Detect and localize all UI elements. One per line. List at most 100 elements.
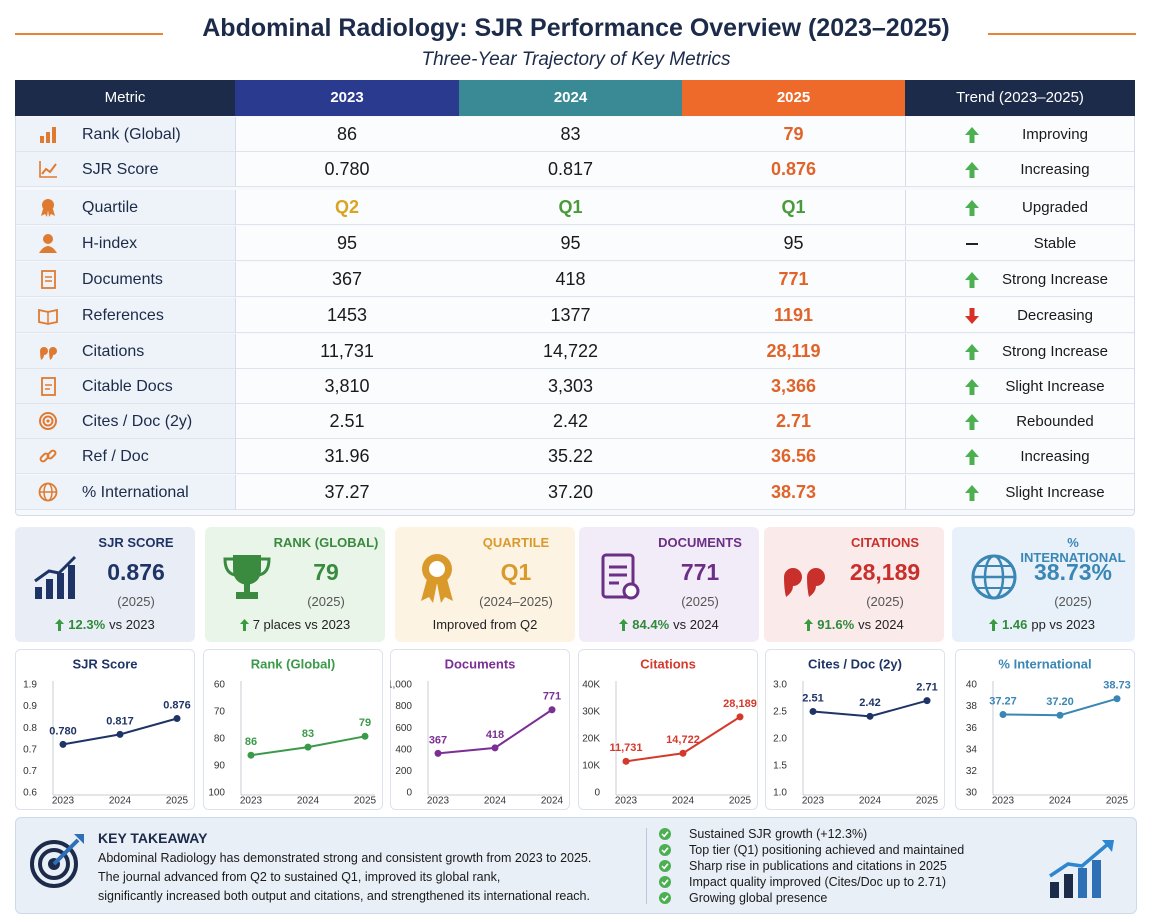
row-bg	[235, 262, 1134, 297]
table-cell: 1191	[773, 305, 814, 325]
y-tick-label: 40	[966, 680, 978, 691]
kpi-change: 91.6% vs 2024	[764, 617, 944, 635]
kpi-change: Improved from Q2	[395, 617, 575, 635]
x-tick-label: 2023	[615, 796, 638, 807]
chart-frame	[955, 649, 1135, 810]
y-tick-label: 3.0	[773, 680, 787, 691]
row-bg	[235, 404, 1134, 439]
icon-shape	[784, 568, 802, 597]
icon	[39, 412, 57, 430]
table-cell: 79	[783, 124, 804, 144]
kpi-change-value: 1.46	[1002, 617, 1028, 632]
icon-shape	[52, 838, 80, 866]
table-cell: 31.96	[324, 446, 370, 466]
y-tick-label: 20K	[582, 734, 600, 745]
takeaway-bullet: Top tier (Q1) positioning achieved and m…	[689, 843, 965, 857]
x-tick-label: 2024	[484, 796, 507, 807]
kpi-arrow-shape	[619, 619, 629, 631]
data-point	[999, 710, 1007, 718]
icon-shape	[807, 568, 825, 597]
table-cell: 38.73	[770, 482, 817, 502]
kpi-arrow	[239, 619, 249, 634]
table-header: 2023	[235, 80, 459, 116]
icon-shape	[43, 234, 53, 244]
kpi-label: CITATIONS	[850, 535, 920, 550]
kpi-label: DOCUMENTS	[658, 535, 742, 550]
check-icon	[659, 860, 671, 872]
trend-label: Stable	[1033, 235, 1077, 252]
table-cell: 1453	[326, 305, 368, 325]
data-point	[622, 757, 630, 765]
mini-chart: Documents 0 200 400 600 800 1,000 2023 2024 2024 3…	[390, 649, 570, 810]
row-bg	[235, 369, 1134, 404]
y-tick-label: 600	[395, 723, 412, 734]
icon-shape	[68, 565, 75, 599]
trend-icon	[965, 449, 979, 465]
kpi-arrow	[804, 619, 814, 634]
kpi-period: (2024–2025)	[479, 594, 553, 609]
row-bg	[16, 369, 235, 404]
kpi-card: DOCUMENTS 771 (2025) 84.4% vs 2024	[579, 527, 759, 642]
data-point	[116, 730, 124, 738]
metric-label: SJR Score	[82, 161, 159, 178]
kpi-arrow-icon	[804, 619, 814, 631]
column-divider	[905, 190, 906, 225]
trend-arrow	[965, 449, 979, 465]
column-divider	[235, 298, 236, 333]
table-cell: 1377	[550, 305, 591, 325]
table-cell: 367	[331, 269, 363, 289]
check-mark	[661, 879, 669, 886]
kpi-change-value: 12.3%	[68, 617, 106, 632]
metric-label: Quartile	[82, 199, 139, 216]
data-label: 14,722	[666, 734, 700, 746]
x-tick-label: 2025	[354, 796, 377, 807]
y-tick-label: 70	[214, 707, 226, 718]
table-cell: 3,810	[324, 376, 370, 396]
icon	[601, 553, 640, 600]
check-mark	[661, 847, 669, 854]
column-divider	[235, 117, 236, 152]
column-divider	[905, 334, 906, 369]
icon-shape	[39, 161, 57, 178]
icon-shape	[34, 555, 77, 583]
table-cell: 95	[560, 233, 581, 253]
takeaway-text: significantly increased both output and …	[98, 889, 590, 903]
kpi-label: SJR SCORE	[98, 535, 174, 550]
data-point	[247, 751, 255, 759]
chart-frame	[765, 649, 945, 810]
kpi-arrow-icon	[989, 619, 999, 631]
kpi-value: 38.73%	[1033, 559, 1112, 585]
divider	[646, 828, 647, 904]
data-label: 86	[245, 736, 257, 748]
table-cell: Q2	[334, 197, 359, 217]
trend-arrow	[965, 162, 979, 178]
row-bg	[235, 190, 1134, 225]
kpi-period: (2025)	[681, 594, 719, 609]
chart-title: Cites / Doc (2y)	[808, 656, 902, 671]
y-tick-label: 38	[966, 701, 978, 712]
kpi-value: 0.876	[107, 559, 165, 585]
check-mark	[661, 831, 669, 838]
data-point	[491, 744, 499, 752]
kpi-arrow-icon	[55, 619, 65, 631]
row-bg	[16, 226, 235, 261]
kpi-change: 12.3% vs 2023	[15, 617, 195, 635]
table-cell: 2.51	[329, 411, 365, 431]
metric-label: References	[82, 307, 164, 324]
check-icon	[659, 876, 671, 888]
table-header: 2025	[682, 80, 905, 116]
kpi-change-value: 84.4%	[632, 617, 670, 632]
icon-shape	[42, 415, 54, 427]
y-tick-label: 32	[966, 766, 978, 777]
metric-label: % International	[82, 484, 189, 501]
icon-shape	[40, 347, 48, 360]
trend-icon	[965, 127, 979, 143]
row-bg	[235, 439, 1134, 474]
table-cell: 35.22	[547, 446, 594, 466]
data-label: 37.20	[1046, 696, 1074, 708]
icon	[971, 554, 1017, 600]
column-divider	[235, 190, 236, 225]
data-label: 37.27	[989, 695, 1017, 707]
trend-icon	[965, 272, 979, 288]
